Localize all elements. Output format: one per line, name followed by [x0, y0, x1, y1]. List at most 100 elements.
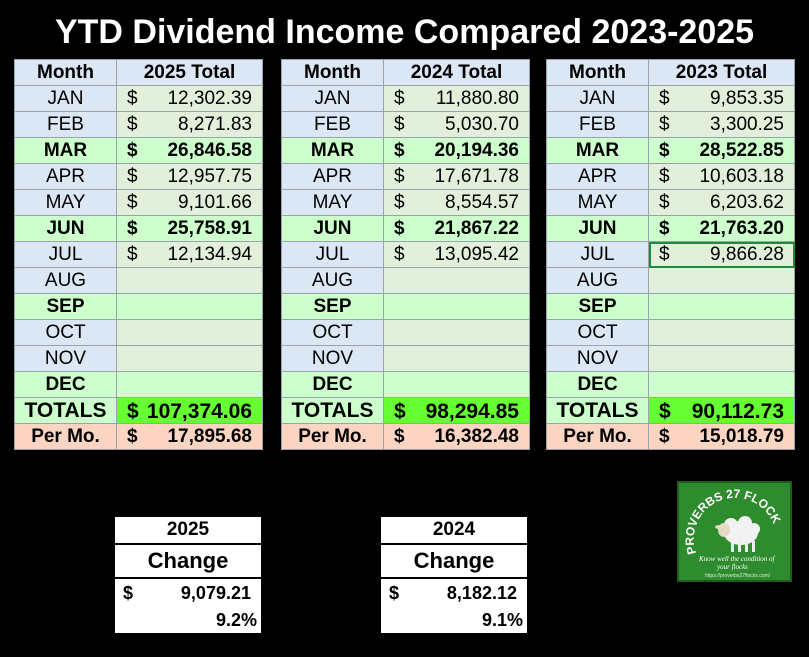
month-cell[interactable]: JUN — [14, 215, 117, 242]
table-row: JAN $9,853.35 — [546, 85, 795, 112]
value-cell[interactable] — [648, 345, 795, 372]
change-year[interactable]: 2025 — [115, 517, 261, 545]
value-cell[interactable]: $21,867.22 — [383, 215, 530, 242]
value-cell[interactable] — [383, 319, 530, 346]
per-month-cell[interactable]: $15,018.79 — [648, 423, 795, 450]
totals-label[interactable]: TOTALS — [281, 397, 384, 424]
month-cell[interactable]: JUL — [281, 241, 384, 268]
month-cell[interactable]: JAN — [546, 85, 649, 112]
value-amount: 11,880.80 — [435, 88, 519, 109]
value-cell[interactable]: $12,957.75 — [116, 163, 263, 190]
value-cell[interactable]: $26,846.58 — [116, 137, 263, 164]
currency-symbol: $ — [394, 244, 405, 265]
month-cell[interactable]: JAN — [281, 85, 384, 112]
currency-symbol: $ — [659, 400, 671, 423]
value-cell[interactable] — [383, 293, 530, 320]
value-cell[interactable]: $25,758.91 — [116, 215, 263, 242]
change-year[interactable]: 2024 — [381, 517, 527, 545]
month-cell[interactable]: APR — [281, 163, 384, 190]
month-cell[interactable]: AUG — [546, 267, 649, 294]
month-cell[interactable]: AUG — [14, 267, 117, 294]
value-cell[interactable]: $11,880.80 — [383, 85, 530, 112]
month-cell[interactable]: MAY — [546, 189, 649, 216]
month-cell[interactable]: JUN — [546, 215, 649, 242]
value-cell[interactable]: $10,603.18 — [648, 163, 795, 190]
value-cell[interactable] — [116, 371, 263, 398]
value-cell[interactable]: $5,030.70 — [383, 111, 530, 138]
month-cell[interactable]: FEB — [546, 111, 649, 138]
value-cell[interactable] — [116, 319, 263, 346]
month-cell[interactable]: DEC — [14, 371, 117, 398]
totals-label[interactable]: TOTALS — [546, 397, 649, 424]
month-cell[interactable]: MAY — [14, 189, 117, 216]
value-cell[interactable]: $8,271.83 — [116, 111, 263, 138]
value-cell[interactable]: $9,853.35 — [648, 85, 795, 112]
value-cell[interactable]: $28,522.85 — [648, 137, 795, 164]
per-month-cell[interactable]: $17,895.68 — [116, 423, 263, 450]
month-cell[interactable]: SEP — [14, 293, 117, 320]
value-cell[interactable]: $3,300.25 — [648, 111, 795, 138]
per-month-label[interactable]: Per Mo. — [14, 423, 117, 450]
totals-cell[interactable]: $107,374.06 — [116, 397, 263, 424]
per-month-label[interactable]: Per Mo. — [281, 423, 384, 450]
value-cell[interactable]: $20,194.36 — [383, 137, 530, 164]
month-cell[interactable]: JAN — [14, 85, 117, 112]
value-cell[interactable] — [116, 293, 263, 320]
value-cell[interactable] — [383, 371, 530, 398]
month-cell[interactable]: DEC — [546, 371, 649, 398]
value-cell-selected[interactable]: $9,866.28 — [648, 241, 795, 268]
sheep-logo-icon: PROVERBS 27 FLOCKS Know well the conditi… — [679, 483, 784, 579]
month-cell[interactable]: DEC — [281, 371, 384, 398]
value-cell[interactable]: $13,095.42 — [383, 241, 530, 268]
value-cell[interactable] — [648, 371, 795, 398]
change-amount-cell[interactable]: $ 8,182.12 — [381, 577, 527, 607]
change-percent[interactable]: 9.1% — [481, 610, 523, 630]
month-cell[interactable]: OCT — [546, 319, 649, 346]
value-cell[interactable]: $17,671.78 — [383, 163, 530, 190]
month-cell[interactable]: APR — [14, 163, 117, 190]
totals-label[interactable]: TOTALS — [14, 397, 117, 424]
value-cell[interactable]: $9,101.66 — [116, 189, 263, 216]
month-cell[interactable]: NOV — [546, 345, 649, 372]
month-cell[interactable]: NOV — [281, 345, 384, 372]
per-month-cell[interactable]: $16,382.48 — [383, 423, 530, 450]
value-cell[interactable] — [383, 267, 530, 294]
month-cell[interactable]: FEB — [14, 111, 117, 138]
value-cell[interactable] — [383, 345, 530, 372]
value-cell[interactable] — [648, 319, 795, 346]
month-cell[interactable]: SEP — [546, 293, 649, 320]
change-amount-cell[interactable]: $ 9,079.21 — [115, 577, 261, 607]
totals-cell[interactable]: $98,294.85 — [383, 397, 530, 424]
month-cell[interactable]: SEP — [281, 293, 384, 320]
value-cell[interactable]: $6,203.62 — [648, 189, 795, 216]
table-row: SEP — [14, 293, 263, 320]
value-cell[interactable] — [116, 345, 263, 372]
table-row: DEC — [546, 371, 795, 398]
value-cell[interactable] — [648, 293, 795, 320]
value-cell[interactable] — [116, 267, 263, 294]
value-cell[interactable]: $12,134.94 — [116, 241, 263, 268]
month-cell[interactable]: MAR — [281, 137, 384, 164]
change-label[interactable]: Change — [115, 545, 261, 577]
month-cell[interactable]: MAY — [281, 189, 384, 216]
value-amount: 9,101.66 — [178, 192, 252, 213]
month-cell[interactable]: JUN — [281, 215, 384, 242]
value-cell[interactable]: $12,302.39 — [116, 85, 263, 112]
totals-cell[interactable]: $90,112.73 — [648, 397, 795, 424]
month-cell[interactable]: APR — [546, 163, 649, 190]
per-month-label[interactable]: Per Mo. — [546, 423, 649, 450]
month-cell[interactable]: JUL — [546, 241, 649, 268]
month-cell[interactable]: OCT — [281, 319, 384, 346]
month-cell[interactable]: MAR — [546, 137, 649, 164]
month-cell[interactable]: AUG — [281, 267, 384, 294]
change-percent[interactable]: 9.2% — [215, 610, 257, 630]
month-cell[interactable]: OCT — [14, 319, 117, 346]
value-cell[interactable]: $21,763.20 — [648, 215, 795, 242]
value-cell[interactable] — [648, 267, 795, 294]
change-label[interactable]: Change — [381, 545, 527, 577]
month-cell[interactable]: FEB — [281, 111, 384, 138]
month-cell[interactable]: MAR — [14, 137, 117, 164]
month-cell[interactable]: NOV — [14, 345, 117, 372]
value-cell[interactable]: $8,554.57 — [383, 189, 530, 216]
month-cell[interactable]: JUL — [14, 241, 117, 268]
